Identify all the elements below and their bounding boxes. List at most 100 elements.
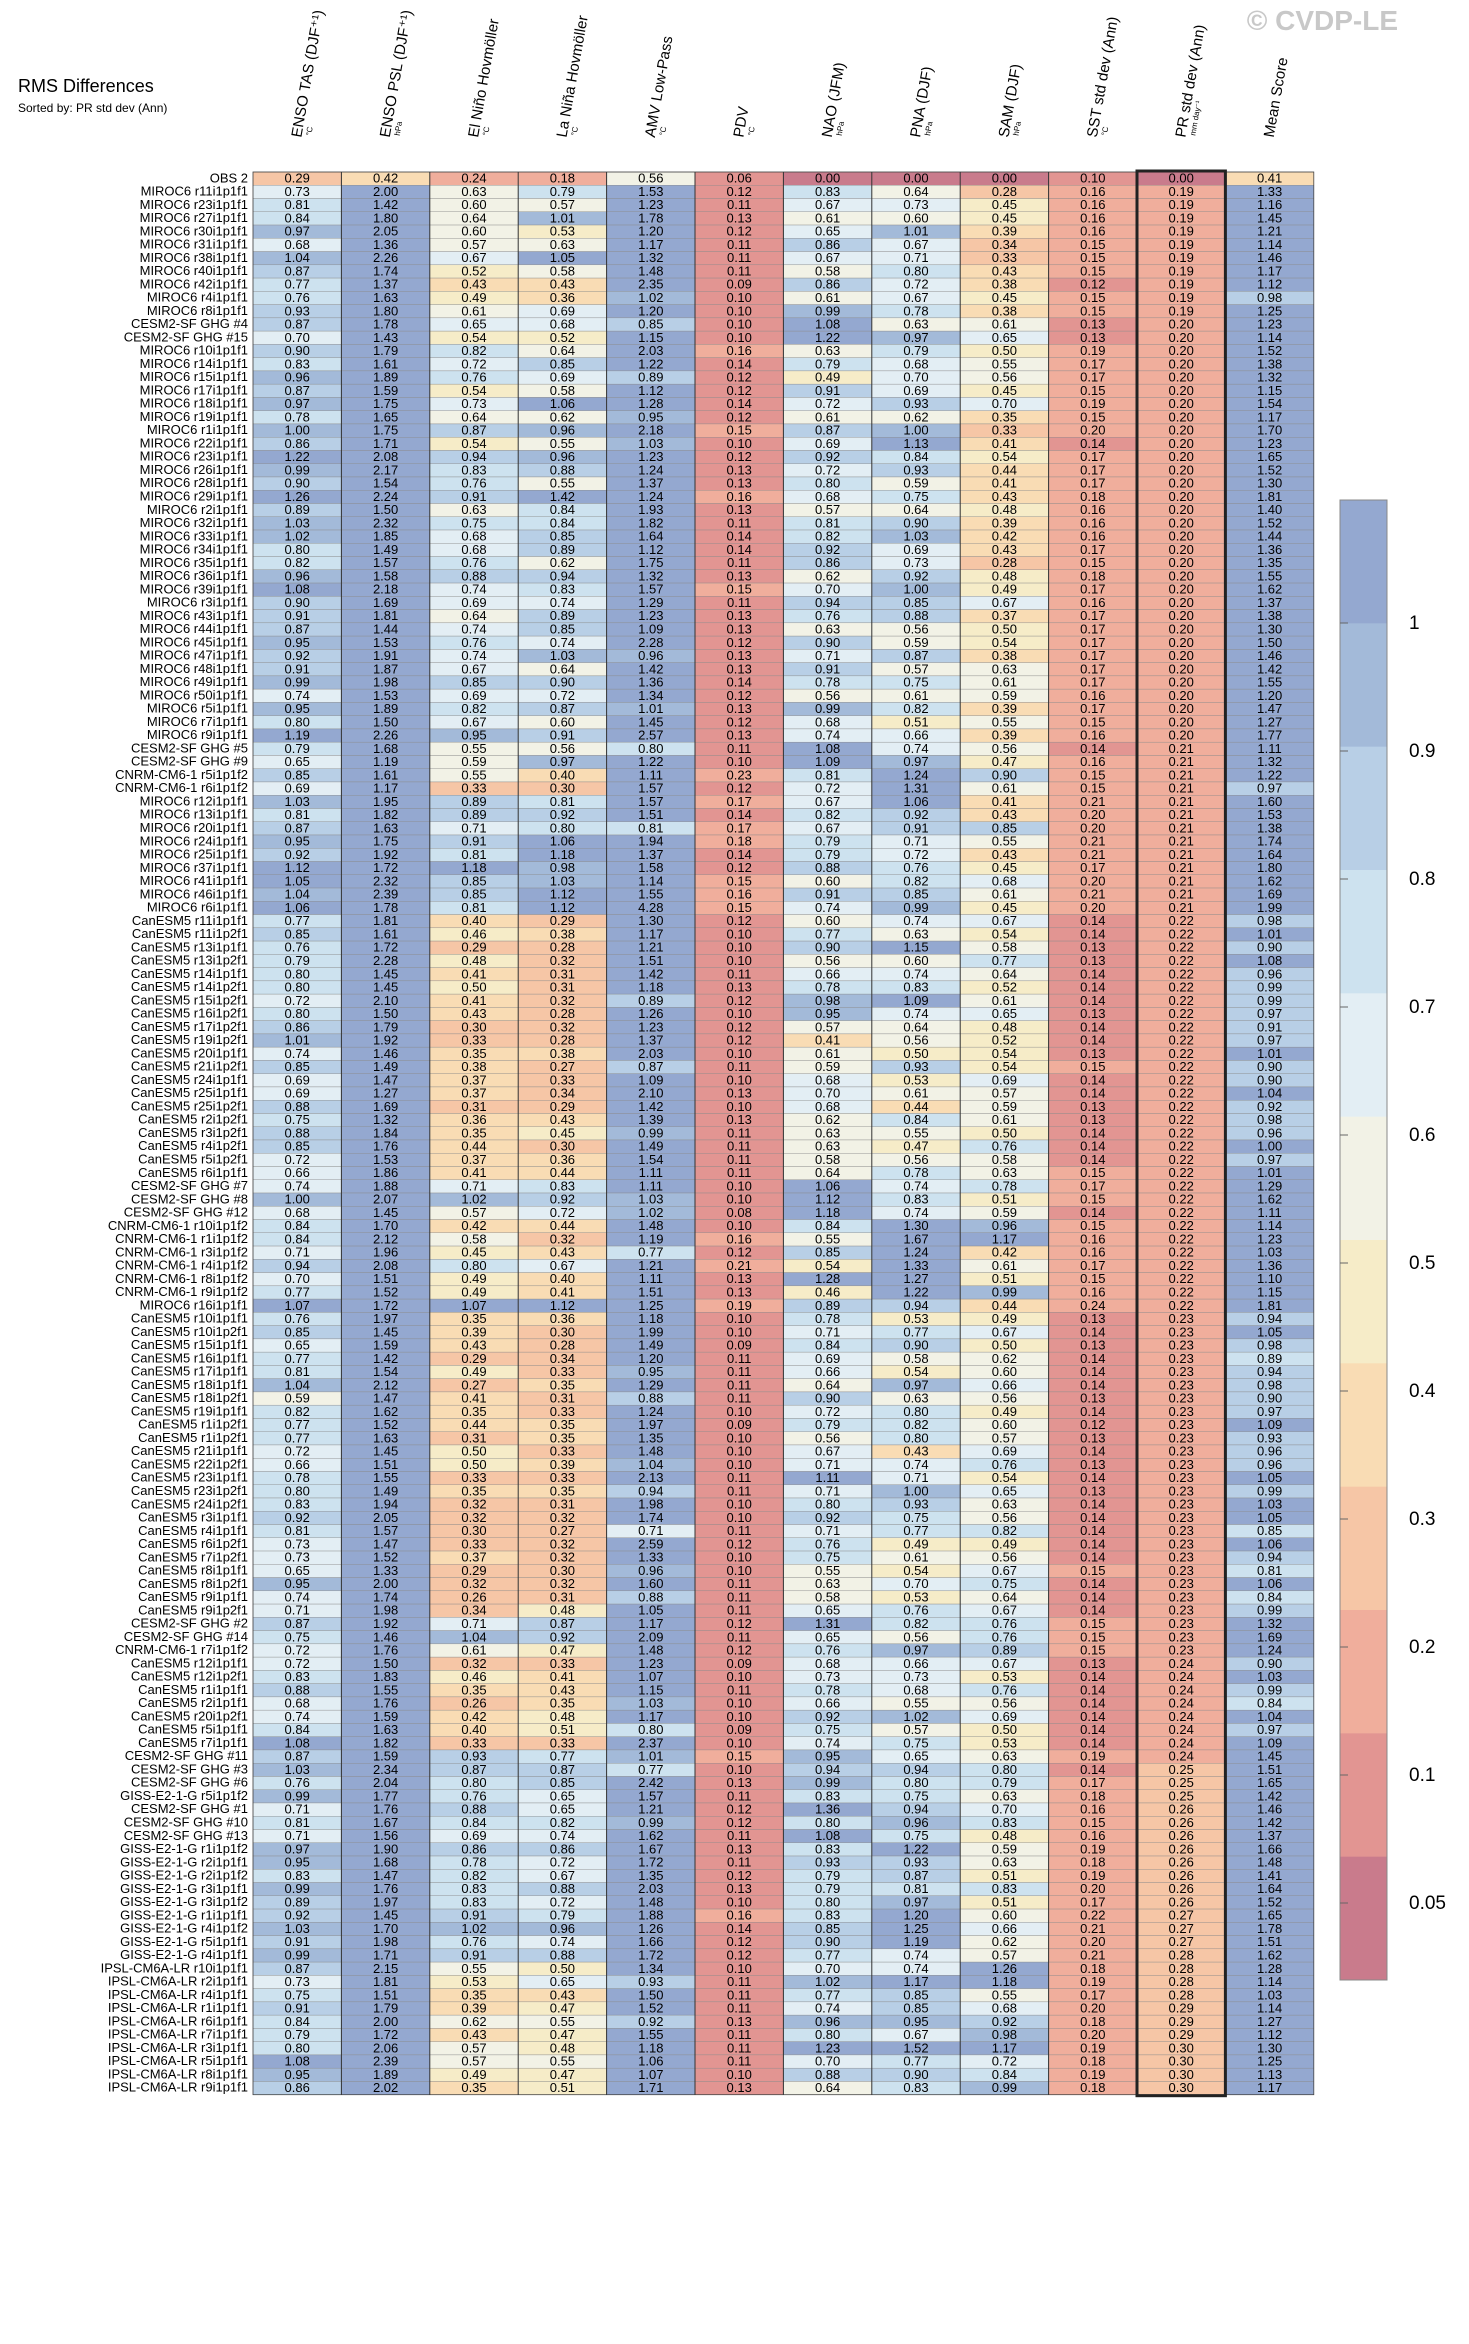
row-label: IPSL-CM6A-LR r10i1p1f1: [101, 1960, 248, 1975]
row-label: CanESM5 r9i1p1f1: [138, 1589, 248, 1604]
colorbar-tick-label: 0.4: [1409, 1381, 1436, 1402]
row-label: CanESM5 r14i1p2f1: [131, 979, 248, 994]
cell-value-label: 0.16: [1080, 184, 1105, 199]
colorbar-segment: [1340, 500, 1387, 624]
colorbar-tick-label: 0.3: [1409, 1509, 1435, 1530]
cell-value-label: 0.12: [727, 184, 752, 199]
row-label: CanESM5 r16i1p2f1: [131, 1006, 248, 1021]
row-label: CanESM5 r24i1p2f1: [131, 1496, 248, 1511]
row-label: CESM2-SF GHG #9: [131, 754, 248, 769]
cell-value-label: 0.81: [285, 197, 310, 212]
cell-value-label: 0.73: [285, 184, 310, 199]
row-label: MIROC6 r28i1p1f1: [140, 475, 248, 490]
row-label: CESM2-SF GHG #11: [125, 1748, 248, 1763]
colorbar-segment: [1340, 1486, 1387, 1611]
column-unit: hPa: [1012, 120, 1023, 136]
cell-value-label: 0.63: [461, 184, 486, 199]
row-label: CanESM5 r8i1p1f1: [138, 1563, 248, 1578]
cell-value-label: 1.71: [638, 2080, 663, 2095]
row-label: CanESM5 r18i1p1f1: [131, 1377, 248, 1392]
row-label: MIROC6 r50i1p1f1: [140, 687, 248, 702]
cell-value-label: 0.00: [992, 171, 1017, 186]
row-label: GISS-E2-1-G r5i1p1f2: [120, 1788, 248, 1803]
cell-value-label: 0.60: [461, 197, 486, 212]
row-label: MIROC6 r17i1p1f1: [140, 382, 248, 397]
chart-subtitle: Sorted by: PR std dev (Ann): [18, 101, 167, 115]
row-label: CESM2-SF GHG #6: [131, 1775, 248, 1790]
row-label: MIROC6 r15i1p1f1: [140, 369, 248, 384]
watermark-text: © CVDP-LE: [1247, 5, 1398, 36]
row-label: CanESM5 r19i1p1f1: [131, 1403, 248, 1418]
chart-title: RMS Differences: [18, 76, 154, 96]
row-label: MIROC6 r44i1p1f1: [140, 621, 248, 636]
column-header: ENSO PSL (DJF⁺¹): [377, 9, 416, 139]
row-label: CNRM-CM6-1 r7i1p1f2: [115, 1642, 248, 1657]
row-label: CanESM5 r3i1p1f1: [138, 1510, 248, 1525]
row-label: CanESM5 r10i1p2f1: [131, 1324, 248, 1339]
row-label: MIROC6 r35i1p1f1: [140, 555, 248, 570]
cell-value-label: 0.00: [815, 171, 840, 186]
cell-value-label: 1.01: [550, 210, 575, 225]
column-unit: hPa: [393, 120, 404, 136]
cell-value-label: 0.73: [903, 197, 928, 212]
colorbar-tick-label: 0.9: [1409, 741, 1435, 762]
row-label: MIROC6 r7i1p1f1: [147, 714, 248, 729]
cell-value-label: 0.18: [550, 171, 575, 186]
row-label: CanESM5 r13i1p1f1: [131, 939, 248, 954]
row-label: MIROC6 r8i1p1f1: [147, 303, 248, 318]
cell-value-label: 1.33: [1257, 184, 1282, 199]
row-label: CESM2-SF GHG #8: [131, 1191, 248, 1206]
colorbar-segment: [1340, 1856, 1387, 1981]
row-label: CanESM5 r1i1p2f1: [138, 1417, 248, 1432]
colorbar-segment: [1340, 623, 1387, 748]
row-label: CanESM5 r8i1p2f1: [138, 1576, 248, 1591]
heatmap-cells: 0.29 0.42 0.24 0.18 0.56 0.06 0.00 0.00 0.00 0.10…: [252, 171, 1315, 2095]
row-label: MIROC6 r36i1p1f1: [140, 568, 248, 583]
row-label: CNRM-CM6-1 r10i1p1f2: [108, 1218, 248, 1233]
row-label: CanESM5 r23i1p1f1: [131, 1470, 248, 1485]
row-label: CESM2-SF GHG #1: [131, 1801, 248, 1816]
cell-value-label: 1.53: [638, 184, 663, 199]
colorbar-tick-label: 0.7: [1409, 997, 1435, 1018]
row-label: CanESM5 r21i1p1f1: [131, 1443, 248, 1458]
row-label: CESM2-SF GHG #14: [124, 1629, 248, 1644]
row-label: MIROC6 r29i1p1f1: [140, 489, 248, 504]
cell-value-label: 2.02: [373, 2080, 398, 2095]
row-label: IPSL-CM6A-LR r4i1p1f1: [108, 1987, 248, 2002]
column-headers: ENSO TAS (DJF⁺¹)°C ENSO PSL (DJF⁺¹)hPa El …: [288, 9, 1291, 139]
colorbar-tick-label: 0.6: [1409, 1125, 1435, 1146]
cell-value-label: 0.28: [992, 184, 1017, 199]
row-label: MIROC6 r4i1p1f1: [147, 290, 248, 305]
column-header: SST std dev (Ann): [1084, 15, 1122, 138]
row-label: MIROC6 r38i1p1f1: [140, 250, 248, 265]
row-label: CESM2-SF GHG #12: [124, 1205, 248, 1220]
row-label: CanESM5 r12i1p1f1: [131, 1655, 248, 1670]
row-label: MIROC6 r2i1p1f1: [147, 502, 248, 517]
row-label: MIROC6 r45i1p1f1: [140, 634, 248, 649]
row-label: CanESM5 r15i1p2f1: [131, 992, 248, 1007]
row-label: CanESM5 r18i1p2f1: [131, 1390, 248, 1405]
colorbar-tick-label: 0.1: [1409, 1765, 1435, 1786]
row-label: MIROC6 r43i1p1f1: [140, 608, 248, 623]
cell-value-label: 0.24: [461, 171, 486, 186]
column-unit: hPa: [835, 120, 846, 136]
column-header: El Niño Hovmöller: [465, 18, 503, 139]
column-unit: hPa: [923, 120, 934, 136]
row-label: IPSL-CM6A-LR r3i1p1f1: [108, 2040, 248, 2055]
row-label: CanESM5 r10i1p1f1: [131, 1311, 248, 1326]
row-label: CESM2-SF GHG #4: [131, 316, 248, 331]
row-label: CanESM5 r20i1p2f1: [131, 1708, 248, 1723]
row-label: MIROC6 r41i1p1f1: [140, 873, 248, 888]
row-label: MIROC6 r23i1p1f1: [140, 449, 248, 464]
cell-value-label: 0.57: [550, 197, 575, 212]
cell-value-label: 0.19: [1169, 210, 1194, 225]
cell-value-label: 0.06: [727, 171, 752, 186]
row-label: CanESM5 r4i1p2f1: [138, 1138, 248, 1153]
row-label: CanESM5 r7i1p2f1: [138, 1549, 248, 1564]
colorbar-segment: [1340, 1240, 1387, 1364]
row-label: CanESM5 r2i1p2f1: [138, 1112, 248, 1127]
cell-value-label: 0.83: [903, 2080, 928, 2095]
row-label: MIROC6 r24i1p1f1: [140, 833, 248, 848]
